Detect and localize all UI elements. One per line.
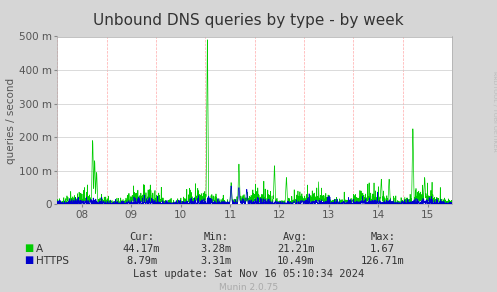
Y-axis label: queries / second: queries / second xyxy=(6,77,16,164)
Text: RRDTOOL / TOBI OETIKER: RRDTOOL / TOBI OETIKER xyxy=(492,71,497,151)
Text: Unbound DNS queries by type - by week: Unbound DNS queries by type - by week xyxy=(93,13,404,28)
Text: 3.31m: 3.31m xyxy=(201,256,232,266)
Text: HTTPS: HTTPS xyxy=(36,256,69,266)
Text: A: A xyxy=(36,244,43,254)
Text: 1.67: 1.67 xyxy=(370,244,395,254)
Text: 10.49m: 10.49m xyxy=(277,256,315,266)
Text: Last update: Sat Nov 16 05:10:34 2024: Last update: Sat Nov 16 05:10:34 2024 xyxy=(133,269,364,279)
Text: Cur:: Cur: xyxy=(129,232,154,242)
Text: ■: ■ xyxy=(24,255,33,265)
Text: Max:: Max: xyxy=(370,232,395,242)
Text: 126.71m: 126.71m xyxy=(361,256,405,266)
Text: Munin 2.0.75: Munin 2.0.75 xyxy=(219,283,278,292)
Text: Avg:: Avg: xyxy=(283,232,308,242)
Text: ■: ■ xyxy=(24,243,33,253)
Text: Min:: Min: xyxy=(204,232,229,242)
Text: 21.21m: 21.21m xyxy=(277,244,315,254)
Text: 8.79m: 8.79m xyxy=(126,256,157,266)
Text: 3.28m: 3.28m xyxy=(201,244,232,254)
Text: 44.17m: 44.17m xyxy=(123,244,161,254)
